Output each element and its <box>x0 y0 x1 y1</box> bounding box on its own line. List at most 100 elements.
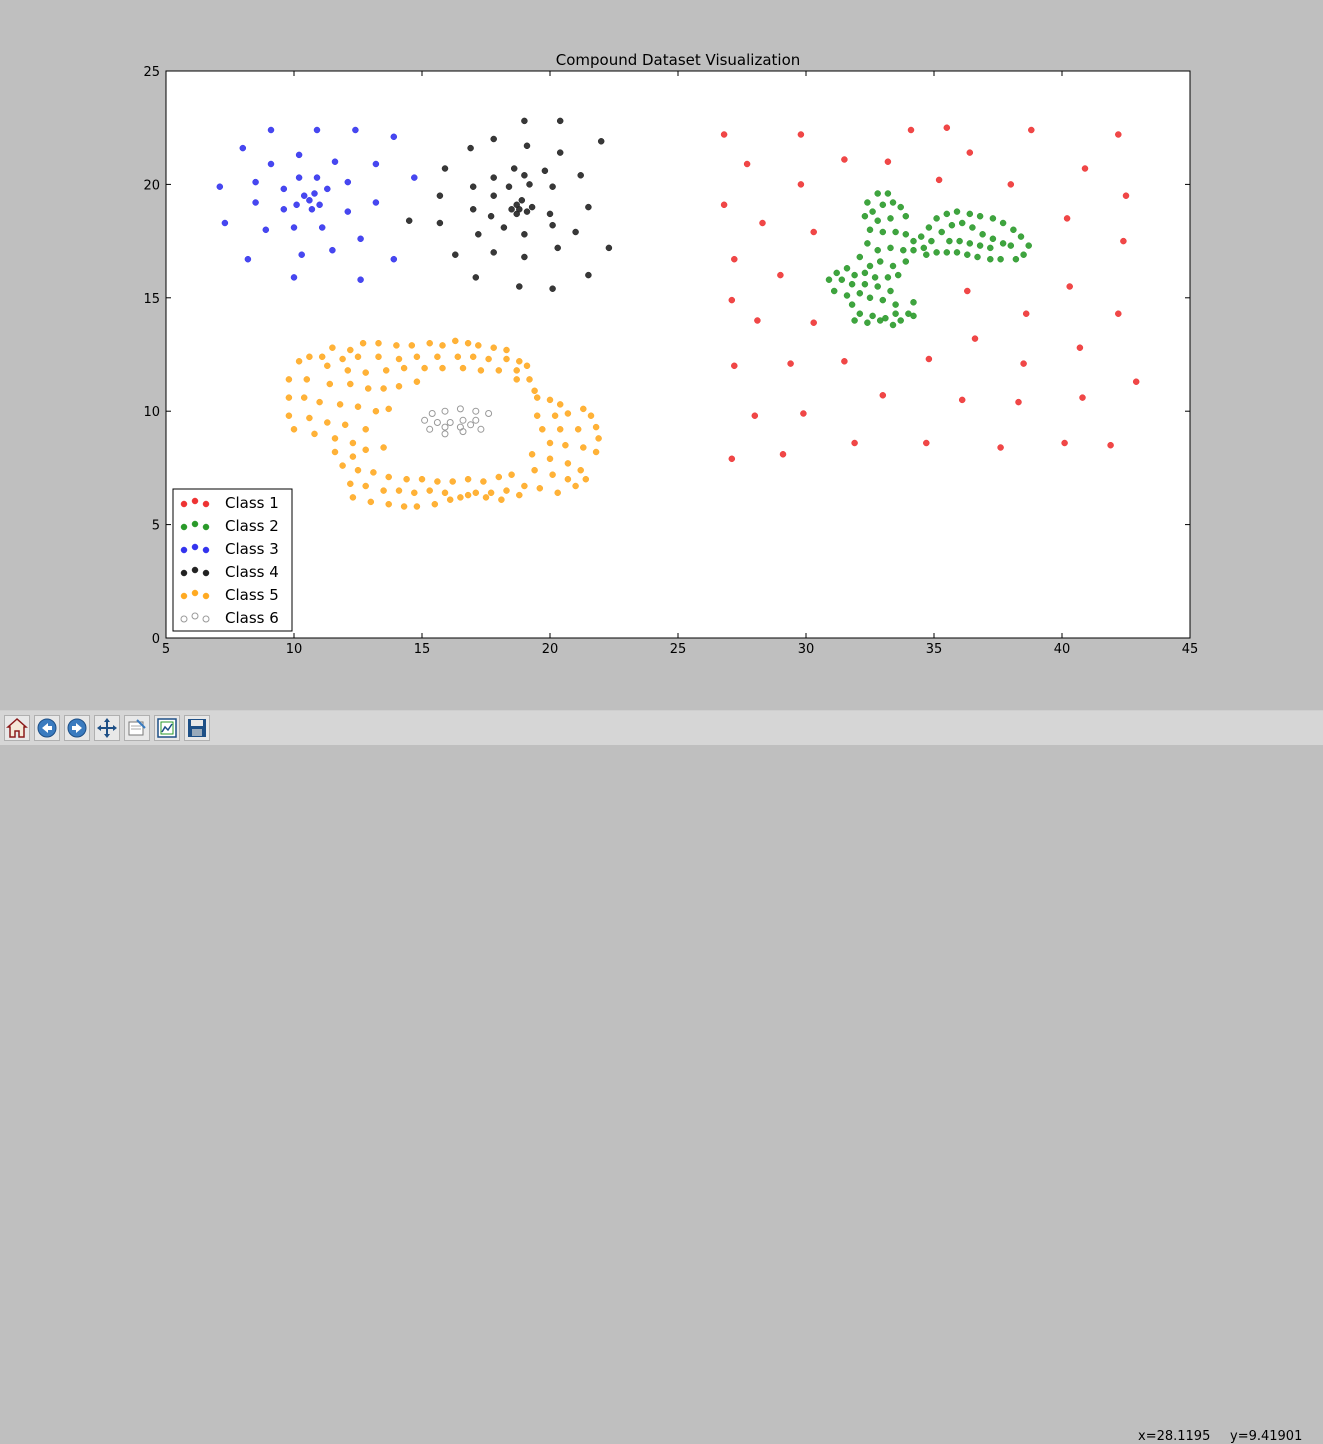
data-point <box>487 489 495 497</box>
data-point <box>964 251 971 258</box>
data-point <box>933 249 940 256</box>
data-point <box>475 342 482 349</box>
data-point <box>395 383 403 390</box>
data-point <box>1010 226 1017 234</box>
data-point <box>580 405 587 413</box>
data-point <box>339 462 346 469</box>
data-point <box>577 172 584 179</box>
data-point <box>1022 310 1030 317</box>
data-point <box>485 355 492 363</box>
data-point <box>352 126 359 134</box>
data-point <box>551 412 559 419</box>
data-point <box>946 237 953 245</box>
x-coordinate-readout: x=28.1195 <box>1138 1429 1211 1444</box>
legend-marker <box>202 546 210 554</box>
data-point <box>498 496 505 503</box>
data-point <box>349 439 357 447</box>
data-point <box>372 160 380 168</box>
data-point <box>592 423 600 431</box>
legend-label: Class 1 <box>225 494 279 512</box>
data-point <box>720 131 728 138</box>
data-point <box>370 469 377 476</box>
data-point <box>958 219 966 227</box>
data-point <box>948 221 956 229</box>
data-point <box>411 489 418 497</box>
data-point <box>367 498 375 506</box>
data-point <box>382 367 390 374</box>
data-point <box>216 183 224 190</box>
data-point <box>306 197 313 204</box>
data-point <box>375 353 382 361</box>
data-point <box>477 367 485 374</box>
forward-button[interactable] <box>64 715 90 741</box>
data-point <box>503 355 510 363</box>
data-point <box>595 435 602 442</box>
data-point <box>902 231 910 238</box>
data-point <box>597 138 605 145</box>
data-point <box>874 246 881 254</box>
data-point <box>856 310 864 317</box>
data-point <box>997 444 1004 451</box>
data-point <box>572 482 579 490</box>
data-point <box>298 251 305 258</box>
data-point <box>372 407 380 415</box>
data-point <box>810 228 817 236</box>
data-point <box>536 485 544 492</box>
back-button[interactable] <box>34 715 60 741</box>
data-point <box>454 353 462 361</box>
data-point <box>874 190 881 197</box>
data-point <box>884 190 892 197</box>
data-point <box>562 441 569 449</box>
home-button[interactable] <box>4 715 30 741</box>
data-point <box>508 471 515 478</box>
data-point <box>490 135 497 143</box>
data-point <box>777 271 784 279</box>
data-point <box>923 251 930 258</box>
save-button[interactable] <box>184 715 210 741</box>
data-point <box>1025 242 1032 249</box>
data-point <box>459 416 467 424</box>
legend-entry: Class 3 <box>180 540 279 558</box>
data-point <box>574 426 582 433</box>
data-point <box>400 503 408 510</box>
data-point <box>976 242 984 249</box>
data-point <box>797 131 805 138</box>
data-point <box>564 475 572 483</box>
data-point <box>966 210 974 218</box>
data-point <box>244 255 252 263</box>
x-tick-label: 30 <box>798 642 815 657</box>
data-point <box>533 412 541 419</box>
data-point <box>549 471 556 478</box>
data-point <box>797 181 805 188</box>
data-point <box>523 142 531 150</box>
data-point <box>999 240 1007 247</box>
data-point <box>958 396 966 404</box>
data-point <box>459 428 467 436</box>
subplots-icon <box>157 718 177 738</box>
data-point <box>318 353 326 361</box>
data-point <box>364 385 372 392</box>
legend-entry: Class 6 <box>180 609 279 627</box>
data-point <box>971 335 979 342</box>
data-point <box>521 253 528 261</box>
data-point <box>1017 233 1025 240</box>
data-point <box>549 183 556 190</box>
data-point <box>311 430 318 438</box>
pan-button[interactable] <box>94 715 120 741</box>
series-4 <box>405 117 613 292</box>
legend-marker <box>180 569 188 577</box>
zoom-button[interactable] <box>124 715 150 741</box>
data-point <box>464 491 472 499</box>
data-point <box>841 358 848 365</box>
data-point <box>1007 181 1015 188</box>
legend-label: Class 5 <box>225 586 279 604</box>
data-point <box>1115 131 1122 138</box>
data-point <box>329 246 336 254</box>
configure-subplots-button[interactable] <box>154 715 180 741</box>
data-point <box>902 258 910 265</box>
legend-label: Class 2 <box>225 517 279 535</box>
data-point <box>879 228 887 236</box>
data-point <box>390 255 398 263</box>
data-point <box>329 344 336 351</box>
data-point <box>426 339 433 347</box>
